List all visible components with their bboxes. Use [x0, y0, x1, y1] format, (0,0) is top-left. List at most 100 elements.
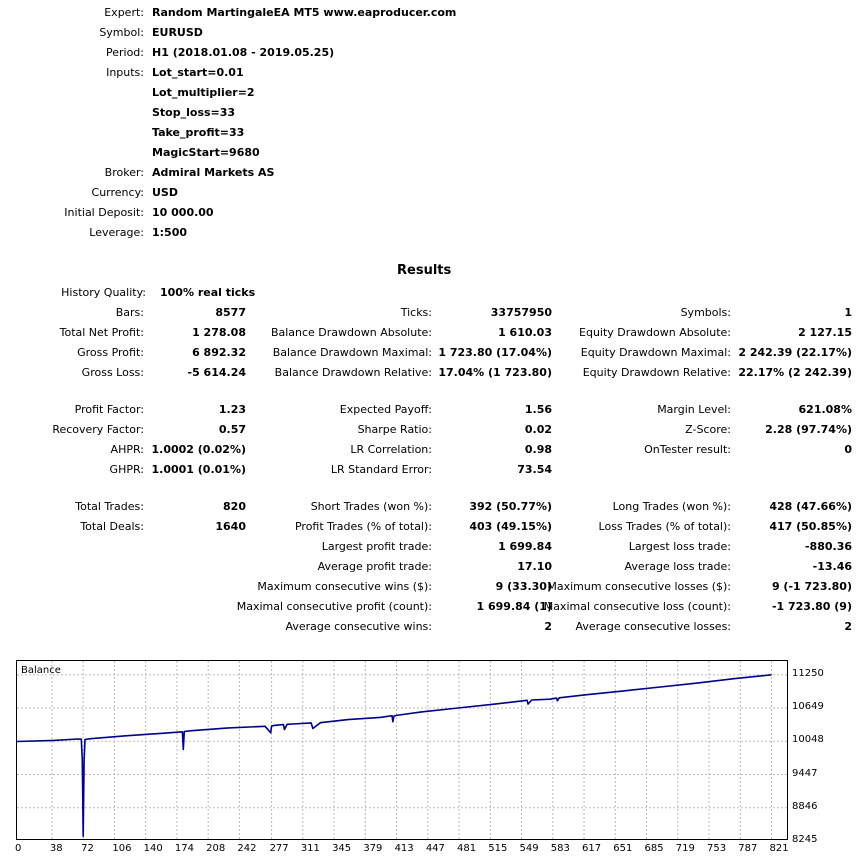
stat-value: 17.04% (1 723.80): [438, 366, 552, 379]
x-tick-label: 345: [332, 843, 352, 854]
x-tick-label: 242: [237, 843, 257, 854]
stat-label: Short Trades (won %):: [310, 500, 432, 513]
stat-label: Average profit trade:: [317, 560, 432, 573]
stat-label: Total Trades:: [75, 500, 144, 513]
history-quality-value: 100% real ticks: [160, 286, 256, 299]
stat-value: 17.10: [517, 560, 552, 573]
stat-value: -1 723.80 (9): [771, 600, 852, 613]
header-value: EURUSD: [152, 26, 203, 39]
stat-label: Maximal consecutive loss (count):: [543, 600, 731, 613]
y-tick-label: 11250: [792, 667, 824, 679]
stat-label: Sharpe Ratio:: [357, 423, 432, 436]
header-label: Expert:: [104, 6, 144, 19]
x-tick-label: 651: [613, 843, 633, 854]
balance-chart: Balance: [16, 660, 789, 841]
stat-value: 1.23: [218, 403, 246, 416]
x-tick-label: 140: [143, 843, 163, 854]
x-tick-label: 106: [112, 843, 132, 854]
stat-label: LR Correlation:: [350, 443, 432, 456]
header-value: Take_profit=33: [152, 126, 245, 139]
x-tick-label: 549: [519, 843, 539, 854]
header-value: H1 (2018.01.08 - 2019.05.25): [152, 46, 335, 59]
stat-value: 1 610.03: [498, 326, 552, 339]
x-tick-label: 447: [425, 843, 445, 854]
stat-value: 2: [844, 620, 852, 633]
x-tick-label: 0: [15, 843, 22, 854]
header-value: Lot_start=0.01: [152, 66, 244, 79]
stat-value: 22.17% (2 242.39): [738, 366, 852, 379]
stat-label: Average loss trade:: [624, 560, 731, 573]
x-tick-label: 72: [81, 843, 94, 854]
stat-value: 417 (50.85%): [769, 520, 852, 533]
x-tick-label: 617: [582, 843, 602, 854]
stat-value: 33757950: [490, 306, 552, 319]
results-title: Results: [397, 263, 452, 278]
stat-value: 392 (50.77%): [469, 500, 552, 513]
x-tick-label: 208: [206, 843, 226, 854]
stat-label: Largest profit trade:: [321, 540, 432, 553]
stat-label: GHPR:: [109, 463, 144, 476]
y-tick-label: 10649: [792, 701, 824, 713]
stat-label: Recovery Factor:: [52, 423, 144, 436]
stat-label: Maximal consecutive profit (count):: [236, 600, 432, 613]
balance-chart-svg: Balance: [17, 661, 789, 841]
history-quality-label: History Quality:: [61, 286, 146, 299]
stat-value: 1 278.08: [192, 326, 246, 339]
stat-label: Equity Drawdown Maximal:: [580, 346, 731, 359]
stat-label: Bars:: [115, 306, 144, 319]
x-tick-label: 515: [488, 843, 508, 854]
balance-series-line: [17, 674, 772, 838]
stat-label: Expected Payoff:: [339, 403, 432, 416]
stat-value: 1 699.84: [498, 540, 552, 553]
stat-label: Balance Drawdown Relative:: [274, 366, 432, 379]
header-value: Stop_loss=33: [152, 106, 236, 119]
stat-label: Long Trades (won %):: [612, 500, 731, 513]
stat-value: 0.02: [524, 423, 552, 436]
x-tick-label: 821: [769, 843, 789, 854]
stat-value: 8577: [215, 306, 246, 319]
header-value: 10 000.00: [152, 206, 214, 219]
stat-label: LR Standard Error:: [330, 463, 432, 476]
stat-value: 1: [844, 306, 852, 319]
stat-label: OnTester result:: [644, 443, 731, 456]
stat-value: 9 (33.30): [495, 580, 552, 593]
stat-value: 1640: [215, 520, 246, 533]
x-tick-label: 481: [457, 843, 477, 854]
x-tick-label: 379: [363, 843, 383, 854]
header-label: Period:: [105, 46, 144, 59]
stat-value: 0: [844, 443, 852, 456]
y-tick-label: 8846: [792, 800, 818, 812]
stat-label: Margin Level:: [657, 403, 731, 416]
stat-value: 403 (49.15%): [469, 520, 552, 533]
stat-label: Symbols:: [680, 306, 731, 319]
stat-label: Equity Drawdown Relative:: [582, 366, 731, 379]
y-tick-label: 10048: [792, 734, 824, 746]
stat-label: Total Deals:: [80, 520, 144, 533]
stat-value: 1 699.84 (1): [476, 600, 552, 613]
stat-label: AHPR:: [110, 443, 144, 456]
stat-value: 0.57: [218, 423, 246, 436]
y-tick-label: 9447: [792, 767, 818, 779]
y-tick-label: 8245: [792, 834, 818, 845]
stat-value: 0.98: [524, 443, 552, 456]
stat-value: -880.36: [804, 540, 852, 553]
stat-label: Z-Score:: [685, 423, 731, 436]
stat-value: 428 (47.66%): [769, 500, 852, 513]
stat-value: 1 723.80 (17.04%): [438, 346, 552, 359]
stat-label: Gross Profit:: [77, 346, 144, 359]
header-label: Broker:: [104, 166, 144, 179]
stat-value: 621.08%: [798, 403, 852, 416]
stat-label: Maximum consecutive losses ($):: [547, 580, 731, 593]
header-label: Leverage:: [89, 226, 144, 239]
stat-label: Average consecutive losses:: [575, 620, 731, 633]
stat-value: 2: [544, 620, 552, 633]
stat-label: Largest loss trade:: [628, 540, 731, 553]
header-value: USD: [152, 186, 178, 199]
stat-value: 1.56: [524, 403, 552, 416]
header-value: Random MartingaleEA MT5 www.eaproducer.c…: [152, 6, 457, 19]
x-tick-label: 719: [675, 843, 695, 854]
stat-value: 73.54: [517, 463, 552, 476]
stat-label: Balance Drawdown Maximal:: [272, 346, 432, 359]
stat-value: 2 127.15: [798, 326, 852, 339]
stat-value: 1.0002 (0.02%): [151, 443, 247, 456]
